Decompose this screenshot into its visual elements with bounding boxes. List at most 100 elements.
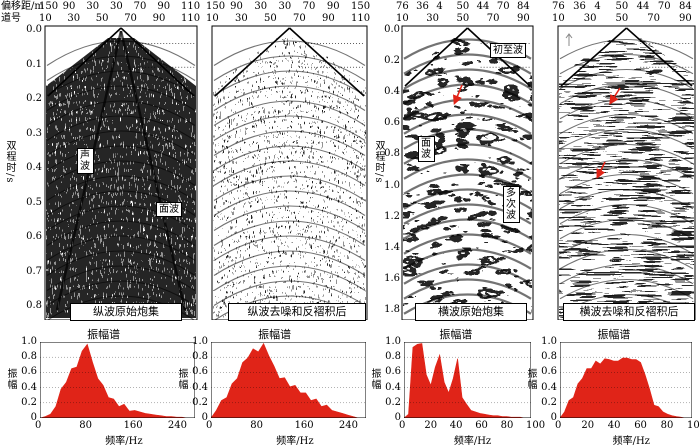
spectrum-ytick: 0.6 [21,366,37,378]
spectrum-xtick: 0 [206,420,213,431]
trace-number: 30 [235,13,248,24]
time-tick: 1.6 [384,272,400,284]
spectrum-xtick: 240 [167,420,187,431]
offset-value: 30 [86,1,100,12]
time-tick: 0.6 [384,117,400,129]
offset-value: 44 [636,1,650,12]
time-tick: 0.0 [26,24,42,35]
spectrum-fill [560,357,692,418]
spectrum-xtick: 0 [35,420,42,431]
spectrum-ylabel: 振幅 [5,368,16,390]
left-time-axis-label: 双程时/s [4,140,15,184]
offset-value: 110 [181,1,201,12]
trace-number: 70 [124,13,137,24]
trace-number: 50 [95,13,109,24]
trace-number: 30 [583,13,597,24]
trace-axis-label: 道号 [1,13,21,24]
panel-title-s-processed: 横波去噪和反褶积后 [563,303,695,321]
spectrum-xtick: 0 [399,420,406,431]
offset-axis-label: 偏移距/m [1,1,44,12]
spectrum-xtick: 80 [250,420,264,431]
time-tick: 0.4 [26,162,42,173]
spectrum-title: 振幅谱 [87,328,121,341]
spectrum-fill [211,342,366,418]
annotation-surface-wave-p: 面波 [156,202,182,217]
time-tick: 1.2 [384,210,400,222]
spectrum-ytick: 0 [30,412,37,423]
spectrum-ytick: 1.0 [385,336,401,347]
offset-value: 50 [615,1,629,12]
spectrum-plot [40,342,195,418]
offset-value: 84 [679,1,692,12]
spectrum-xtick: 60 [634,420,647,431]
spectrum-xtick: 40 [607,420,621,431]
spectrum-title: 振幅谱 [258,328,292,341]
annotation-multiples: 多次波 [503,186,520,223]
trace-number: 90 [152,13,166,24]
spectrum-title: 振幅谱 [597,328,631,341]
trace-number: 90 [517,13,530,24]
offset-value: 70 [657,1,671,12]
time-tick: 0.1 [26,58,42,70]
annotation-sound-wave: 声波 [77,148,94,174]
spectrum-ylabel: 振幅 [525,368,536,390]
time-tick: 0.5 [26,196,42,208]
offset-value: 4 [594,1,601,12]
time-tick: 0.6 [26,231,42,242]
offset-value: 90 [230,1,243,12]
offset-value: 90 [62,1,76,12]
offset-value: 70 [302,1,316,12]
spectrum-xtick: 60 [475,420,488,431]
spectrum-ytick: 0.2 [385,396,401,408]
panel-title-p-raw: 纵波原始炮集 [70,303,182,321]
offset-value: 36 [416,1,429,12]
offset-value: 84 [517,1,530,12]
annotation-first-arrival: 初至波 [490,43,526,58]
spectrum-ytick: 0 [394,412,401,423]
trace-number: 70 [293,13,306,24]
seismic-panel-2 [211,25,368,320]
spectrum-xtick: 80 [500,420,514,431]
spectrum-xtick: 240 [338,420,358,431]
trace-number: 70 [486,13,500,24]
spectrum-xlabel: 频率/Hz [276,436,314,447]
spectrum-ytick: 0.8 [541,351,557,363]
trace-number: 90 [679,13,692,24]
spectrum-ytick: 0.6 [541,366,557,378]
panel-title-p-processed: 纵波去噪和反褶积后 [228,303,366,321]
offset-value: 30 [110,1,123,12]
trace-number: 30 [426,13,439,24]
spectrum-fill [404,343,531,418]
trace-number: 10 [206,13,219,24]
right-time-axis-label: 双程时/s [373,140,384,184]
trace-number: 110 [181,13,201,24]
spectrum-ytick: 0.8 [385,351,401,363]
time-tick: 0.8 [384,148,400,160]
offset-value: 90 [157,1,171,12]
seismic-panel-1 [44,25,198,320]
seismic-panel-3 [401,25,534,320]
time-tick: 1.8 [384,304,400,315]
offset-value: 70 [133,1,147,12]
trace-number: 10 [396,13,409,24]
spectrum-xlabel: 频率/Hz [453,436,492,447]
offset-value: 76 [396,1,409,12]
offset-value: 76 [552,1,565,12]
offset-value: 30 [278,1,292,12]
spectrum-xtick: 100 [526,420,546,431]
time-tick: 0.3 [26,127,42,139]
spectrum-xtick: 80 [660,420,674,431]
spectrum-ytick: 0.6 [385,366,401,378]
time-tick: 1.4 [384,241,400,253]
spectrum-ytick: 1.0 [541,336,557,347]
offset-value: 150 [206,1,226,12]
spectrum-xtick: 20 [581,420,595,431]
spectrum-ytick: 0.2 [541,396,557,408]
annotation-surface-wave-s: 面波 [418,136,435,162]
spectrum-ytick: 0 [550,412,557,423]
trace-number: 50 [615,13,629,24]
spectrum-ytick: 0.4 [21,381,37,393]
spectrum-ytick: 0.2 [192,396,208,408]
spectrum-ytick: 1.0 [192,336,208,347]
offset-value: 30 [254,1,268,12]
